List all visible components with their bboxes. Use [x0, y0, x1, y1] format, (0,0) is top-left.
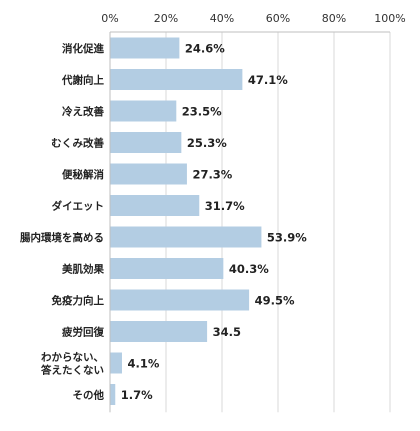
- bar: [110, 321, 208, 342]
- bar: [110, 132, 182, 153]
- value-label: 4.1%: [127, 357, 159, 371]
- value-label: 23.5%: [182, 105, 222, 119]
- category-label: 便秘解消: [62, 168, 104, 181]
- value-label: 53.9%: [267, 231, 307, 245]
- bar: [110, 384, 116, 405]
- value-label: 34.5: [213, 325, 241, 339]
- category-label: むくみ改善: [51, 137, 104, 150]
- category-label: 疲労回復: [62, 326, 104, 339]
- value-label: 31.7%: [205, 199, 245, 213]
- value-label: 49.5%: [255, 294, 295, 308]
- category-label: 代謝向上: [61, 74, 104, 87]
- bar: [110, 289, 250, 311]
- category-label: 美肌効果: [62, 263, 104, 276]
- bar: [110, 195, 200, 216]
- value-label: 27.3%: [192, 168, 232, 182]
- x-tick-label: 40%: [210, 12, 234, 25]
- x-tick-label: 0%: [101, 12, 118, 25]
- value-label: 40.3%: [229, 262, 269, 276]
- value-label: 24.6%: [185, 42, 225, 56]
- bar: [110, 258, 224, 279]
- category-label: 冷え改善: [62, 105, 104, 118]
- bar: [110, 100, 177, 122]
- value-label: 1.7%: [121, 388, 153, 402]
- category-label: その他: [73, 389, 105, 402]
- x-tick-label: 100%: [374, 12, 405, 25]
- x-tick-label: 60%: [266, 12, 290, 25]
- bar: [110, 226, 262, 248]
- category-label: 腸内環境を高める: [20, 231, 104, 244]
- bar: [110, 163, 187, 185]
- x-tick-label: 80%: [322, 12, 346, 25]
- bar: [110, 352, 122, 374]
- value-label: 25.3%: [187, 136, 227, 150]
- category-label: 免疫力向上: [52, 294, 105, 307]
- category-label: わからない、答えたくない: [40, 352, 104, 377]
- value-label: 47.1%: [248, 73, 288, 87]
- category-label: 消化促進: [62, 42, 104, 55]
- x-tick-label: 20%: [154, 12, 178, 25]
- category-label: ダイエット: [52, 200, 104, 213]
- bar: [110, 69, 243, 90]
- bar: [110, 37, 180, 59]
